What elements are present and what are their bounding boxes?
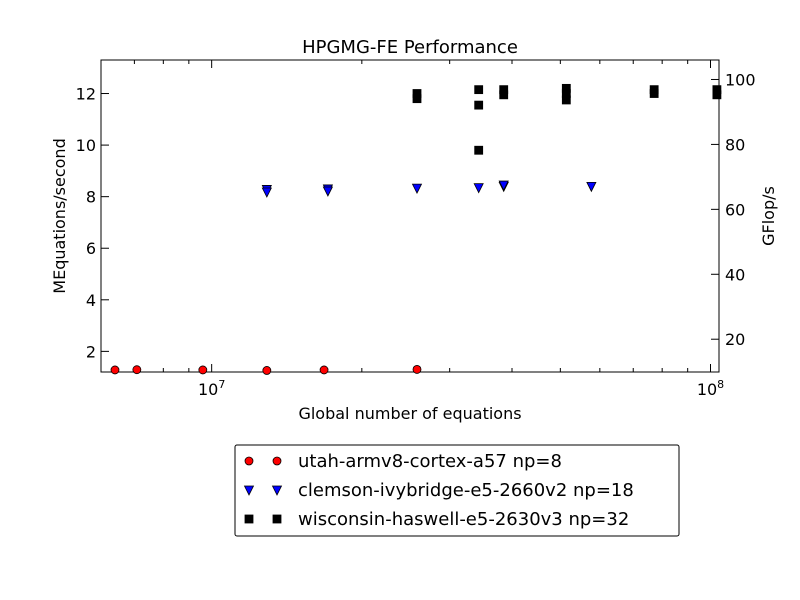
y-right-tick-label: 20: [725, 330, 745, 349]
x-tick-label: 107: [198, 378, 225, 399]
y-axis-right: 20 40 60 80 100: [711, 70, 756, 349]
data-point-series-2: [586, 181, 597, 193]
y-axis-left: 2 4 6 8 10 12: [76, 85, 109, 361]
legend-label-3: wisconsin-haswell-e5-2630v3 np=32: [298, 509, 629, 530]
legend-marker-1: [272, 456, 282, 466]
y-right-tick-label: 80: [725, 135, 745, 154]
legend-frame: [234, 444, 680, 537]
y-right-tick-label: 40: [725, 265, 745, 284]
data-point-series-3: [474, 85, 484, 95]
y-tick-label: 8: [86, 188, 96, 207]
data-point-series-3: [561, 95, 571, 105]
legend-marker-3: [244, 514, 254, 524]
y-axis-right-label: GFlop/s: [759, 186, 778, 246]
legend-label-1: utah-armv8-cortex-a57 np=8: [298, 451, 562, 472]
data-point-series-3: [412, 94, 422, 104]
chart-title: HPGMG-FE Performance: [302, 37, 518, 58]
plot-frame: [100, 59, 720, 373]
y-right-tick-label: 60: [725, 200, 745, 219]
data-point-series-2: [261, 187, 272, 198]
x-tick-label: 108: [697, 378, 724, 399]
y-tick-label: 10: [76, 136, 96, 155]
y-tick-label: 6: [86, 239, 96, 258]
legend-marker-1: [244, 456, 254, 466]
y-axis-label: MEquations/second: [50, 138, 69, 293]
data-point-series-1: [319, 365, 329, 375]
legend-marker-3: [272, 514, 282, 524]
data-point-series-3: [474, 100, 484, 110]
data-point-series-2: [411, 183, 423, 195]
data-point-series-2: [498, 180, 509, 191]
legend-items: utah-armv8-cortex-a57 np=8 clemson-ivybri…: [243, 451, 634, 530]
legend-marker-2: [271, 485, 283, 496]
legend-label-2: clemson-ivybridge-e5-2660v2 np=18: [298, 480, 634, 501]
y-tick-label: 4: [86, 291, 96, 310]
x-axis: 107 108: [100, 60, 724, 399]
y-right-tick-label: 100: [725, 70, 756, 89]
data-point-series-1: [198, 365, 208, 375]
data-point-series-2: [473, 183, 484, 194]
data-point-series-1: [132, 365, 142, 375]
x-axis-label: Global number of equations: [298, 404, 521, 423]
data-point-series-2: [322, 186, 334, 197]
data-point-series-3: [474, 145, 484, 155]
data-point-series-3: [712, 90, 722, 100]
data-point-series-1: [262, 366, 272, 375]
data-point-series-1: [110, 365, 120, 375]
data-point-series-3: [499, 90, 509, 100]
legend: utah-armv8-cortex-a57 np=8 clemson-ivybri…: [234, 444, 680, 537]
y-tick-label: 12: [76, 85, 96, 104]
data-point-series-3: [649, 89, 659, 98]
y-tick-label: 2: [86, 342, 96, 361]
data-points: [110, 83, 722, 375]
data-point-series-1: [412, 365, 422, 374]
legend-marker-2: [243, 485, 255, 496]
